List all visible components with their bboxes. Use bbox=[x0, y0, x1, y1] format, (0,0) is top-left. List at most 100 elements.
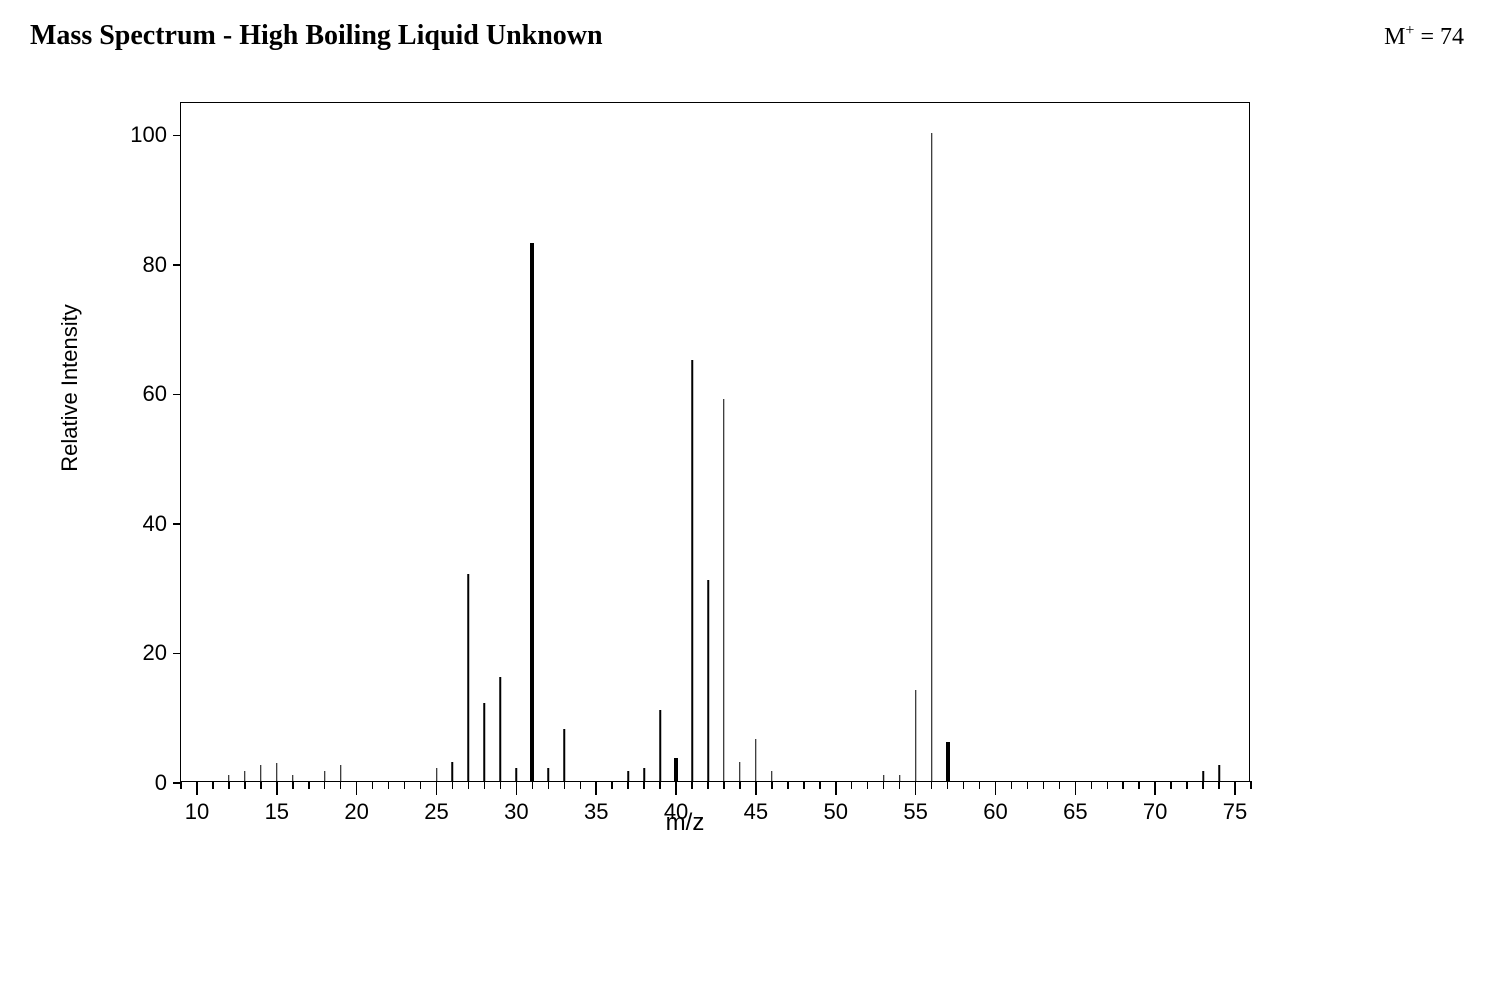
x-tick-minor bbox=[1107, 781, 1109, 789]
x-tick-minor bbox=[931, 781, 933, 789]
x-tick-minor bbox=[324, 781, 326, 789]
x-tick-minor bbox=[1202, 781, 1204, 789]
x-tick-label: 55 bbox=[903, 799, 927, 825]
spectrum-peak bbox=[643, 768, 645, 781]
x-tick-minor bbox=[947, 781, 949, 789]
spectrum-peak bbox=[674, 758, 678, 781]
x-tick-minor bbox=[1059, 781, 1061, 789]
y-tick-label: 60 bbox=[143, 381, 167, 407]
y-tick bbox=[173, 264, 181, 266]
x-tick-minor bbox=[851, 781, 853, 789]
spectrum-peak bbox=[260, 765, 262, 781]
x-tick-minor bbox=[771, 781, 773, 789]
spectrum-peak bbox=[915, 690, 917, 781]
x-tick-label: 15 bbox=[265, 799, 289, 825]
y-tick-label: 20 bbox=[143, 640, 167, 666]
spectrum-peak bbox=[1218, 765, 1220, 781]
x-tick-label: 65 bbox=[1063, 799, 1087, 825]
x-tick-label: 25 bbox=[424, 799, 448, 825]
x-tick-minor bbox=[963, 781, 965, 789]
x-tick-minor bbox=[723, 781, 725, 789]
x-tick-minor bbox=[228, 781, 230, 789]
x-tick-major bbox=[516, 781, 518, 795]
x-tick-minor bbox=[643, 781, 645, 789]
spectrum-peak bbox=[946, 742, 950, 781]
spectrum-peak bbox=[739, 762, 741, 781]
x-tick-label: 60 bbox=[983, 799, 1007, 825]
y-tick-label: 40 bbox=[143, 511, 167, 537]
molecular-ion-label: M+ = 74 bbox=[1384, 22, 1464, 51]
chart-area: Relative Intensity 020406080100101520253… bbox=[90, 102, 1280, 782]
x-tick-minor bbox=[1027, 781, 1029, 789]
x-tick-major bbox=[835, 781, 837, 795]
x-tick-minor bbox=[1138, 781, 1140, 789]
x-tick-minor bbox=[899, 781, 901, 789]
x-tick-major bbox=[1234, 781, 1236, 795]
x-tick-label: 10 bbox=[185, 799, 209, 825]
x-tick-minor bbox=[244, 781, 246, 789]
spectrum-peak bbox=[691, 360, 693, 781]
x-tick-minor bbox=[484, 781, 486, 789]
x-tick-minor bbox=[627, 781, 629, 789]
x-tick-major bbox=[915, 781, 917, 795]
x-tick-major bbox=[1075, 781, 1077, 795]
x-tick-minor bbox=[548, 781, 550, 789]
x-tick-major bbox=[995, 781, 997, 795]
spectrum-peak bbox=[228, 775, 230, 781]
spectrum-peak bbox=[484, 703, 486, 781]
spectrum-peak bbox=[548, 768, 550, 781]
spectrum-peak bbox=[530, 243, 534, 781]
x-tick-minor bbox=[1170, 781, 1172, 789]
y-tick bbox=[173, 653, 181, 655]
y-tick-label: 0 bbox=[155, 770, 167, 796]
chart-title: Mass Spectrum - High Boiling Liquid Unkn… bbox=[30, 20, 603, 52]
x-tick-minor bbox=[819, 781, 821, 789]
x-tick-major bbox=[356, 781, 358, 795]
spectrum-peak bbox=[771, 771, 773, 781]
y-tick bbox=[173, 394, 181, 396]
spectrum-peak bbox=[468, 574, 470, 781]
x-tick-minor bbox=[867, 781, 869, 789]
spectrum-peak bbox=[755, 739, 757, 781]
x-tick-minor bbox=[404, 781, 406, 789]
x-tick-minor bbox=[1218, 781, 1220, 789]
x-tick-minor bbox=[212, 781, 214, 789]
x-tick-label: 35 bbox=[584, 799, 608, 825]
molecular-ion-value: = 74 bbox=[1414, 24, 1464, 50]
spectrum-peak bbox=[292, 775, 294, 781]
x-tick-minor bbox=[883, 781, 885, 789]
x-tick-minor bbox=[787, 781, 789, 789]
x-tick-label: 70 bbox=[1143, 799, 1167, 825]
spectrum-peak bbox=[324, 771, 326, 781]
x-tick-minor bbox=[580, 781, 582, 789]
y-tick bbox=[173, 135, 181, 137]
spectrum-peak bbox=[500, 677, 502, 781]
x-tick-minor bbox=[739, 781, 741, 789]
spectrum-peak bbox=[627, 771, 629, 781]
plot-box: 0204060801001015202530354045505560657075 bbox=[180, 102, 1250, 782]
x-tick-minor bbox=[292, 781, 294, 789]
x-tick-minor bbox=[564, 781, 566, 789]
x-tick-minor bbox=[803, 781, 805, 789]
x-tick-minor bbox=[468, 781, 470, 789]
x-tick-label: 75 bbox=[1223, 799, 1247, 825]
spectrum-peak bbox=[707, 580, 709, 781]
spectrum-peak bbox=[452, 762, 454, 781]
x-tick-minor bbox=[691, 781, 693, 789]
x-tick-minor bbox=[707, 781, 709, 789]
x-tick-minor bbox=[1043, 781, 1045, 789]
x-tick-minor bbox=[532, 781, 534, 789]
x-tick-minor bbox=[1091, 781, 1093, 789]
x-tick-minor bbox=[1011, 781, 1013, 789]
spectrum-peak bbox=[564, 729, 566, 781]
x-tick-minor bbox=[659, 781, 661, 789]
y-axis-label: Relative Intensity bbox=[57, 304, 83, 472]
x-tick-major bbox=[675, 781, 677, 795]
spectrum-peak bbox=[883, 775, 885, 781]
x-tick-minor bbox=[979, 781, 981, 789]
spectrum-peak bbox=[340, 765, 342, 781]
x-tick-major bbox=[1154, 781, 1156, 795]
header: Mass Spectrum - High Boiling Liquid Unkn… bbox=[30, 20, 1464, 52]
x-tick-minor bbox=[372, 781, 374, 789]
x-tick-major bbox=[436, 781, 438, 795]
